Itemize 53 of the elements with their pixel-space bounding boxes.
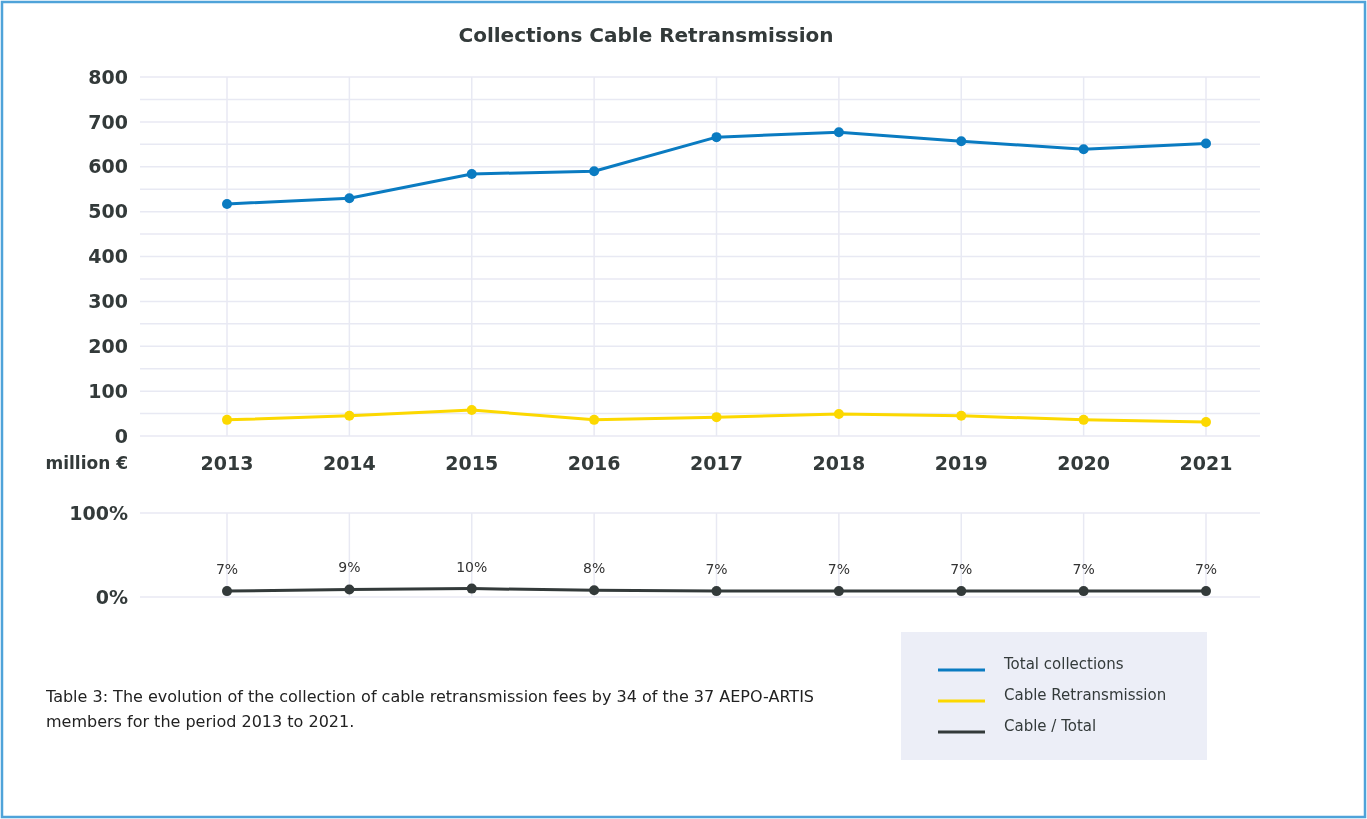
y-tick-label: 0 xyxy=(114,424,128,447)
y-tick-label: 700 xyxy=(88,110,128,133)
x-tick-label: 2014 xyxy=(322,451,376,474)
data-label: 7% xyxy=(705,561,728,578)
x-tick-label: 2021 xyxy=(1179,451,1233,474)
y-axis-title: million € xyxy=(45,452,128,473)
point xyxy=(1078,414,1089,425)
point xyxy=(833,127,844,138)
x-tick-label: 2013 xyxy=(200,451,254,474)
legend-label: Total collections xyxy=(1003,655,1124,674)
x-tick-label: 2020 xyxy=(1057,451,1111,474)
y-tick-label: 600 xyxy=(88,155,128,178)
x-tick-label: 2018 xyxy=(812,451,866,474)
caption: Table 3: The evolution of the collection of cable retransmission fees by 34 of the 37 AEPO-ARTIS members for the period 2013 to 2021. xyxy=(46,686,815,733)
point xyxy=(1201,417,1211,428)
data-label: 7% xyxy=(1194,561,1218,578)
data-label: 10% xyxy=(456,558,488,575)
point xyxy=(711,412,722,423)
x-tick-label: 2017 xyxy=(690,451,743,474)
y-tick-label: 300 xyxy=(88,290,128,313)
point xyxy=(1078,144,1089,155)
point xyxy=(344,193,355,204)
point xyxy=(222,414,232,425)
y-tick-label: 800 xyxy=(88,65,128,88)
x-tick-label: 2019 xyxy=(934,451,988,474)
y-tick-label: 0% xyxy=(95,585,128,608)
data-label: 9% xyxy=(338,559,361,576)
y-tick-label: 400 xyxy=(88,245,128,268)
point xyxy=(711,132,722,143)
y-tick-label: 100 xyxy=(88,379,128,402)
data-label: 7% xyxy=(215,561,239,578)
chart-title: Collections Cable Retransmission xyxy=(458,23,834,47)
point xyxy=(344,410,355,421)
y-tick-label: 200 xyxy=(88,334,128,357)
point xyxy=(956,136,967,147)
data-label: 7% xyxy=(1072,561,1095,578)
x-tick-label: 2016 xyxy=(567,451,621,474)
point xyxy=(589,166,600,177)
point xyxy=(956,410,967,421)
point xyxy=(833,409,844,420)
data-label: 7% xyxy=(950,561,973,578)
point xyxy=(222,199,232,209)
data-label: 7% xyxy=(827,561,850,578)
point xyxy=(466,404,477,415)
point xyxy=(466,168,477,179)
point xyxy=(1201,138,1211,149)
y-tick-label: 100% xyxy=(69,501,128,524)
data-label: 8% xyxy=(583,560,606,577)
legend-label: Cable Retransmission xyxy=(1004,686,1167,705)
x-tick-label: 2015 xyxy=(445,451,499,474)
legend-label: Cable / Total xyxy=(1004,717,1097,736)
y-tick-label: 500 xyxy=(88,200,128,223)
point xyxy=(589,414,600,425)
